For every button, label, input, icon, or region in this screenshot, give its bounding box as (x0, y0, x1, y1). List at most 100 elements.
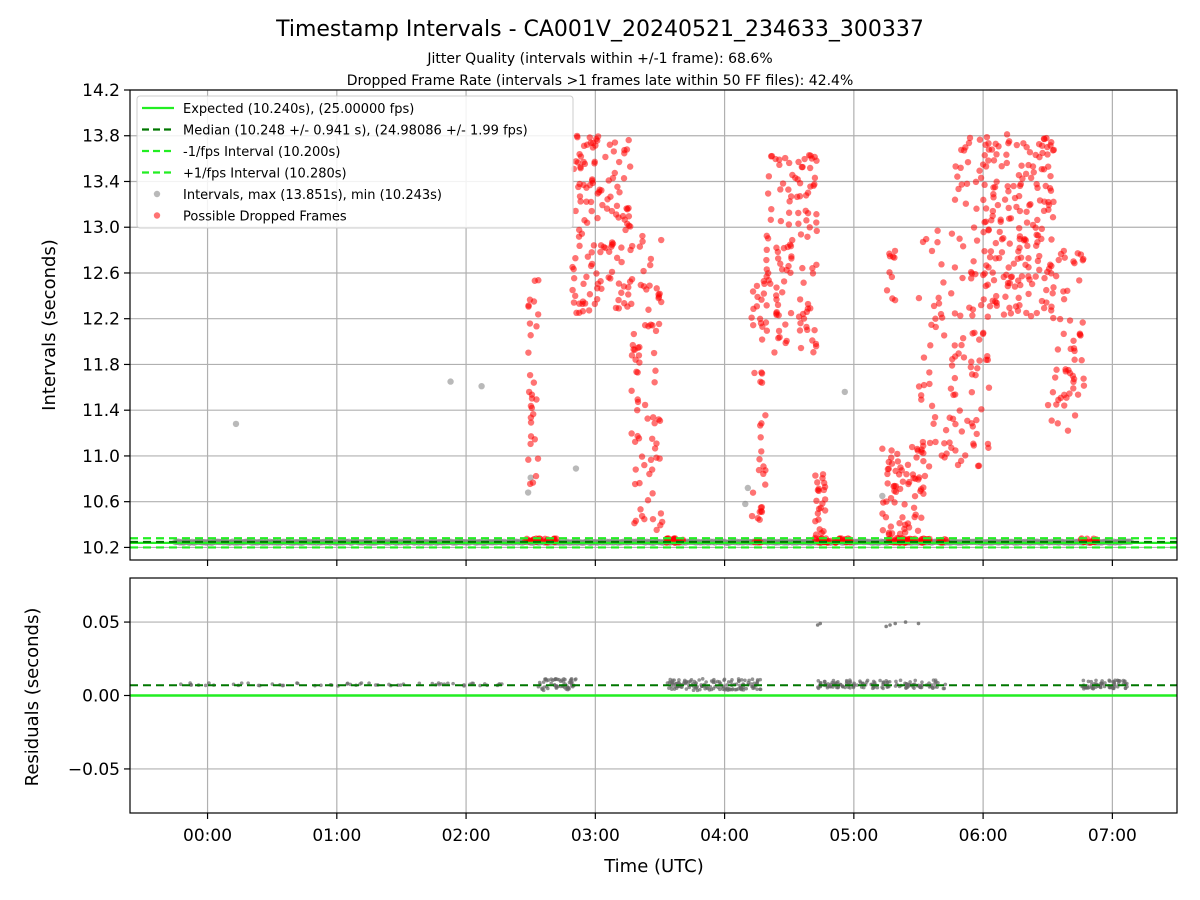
residual-point (574, 677, 578, 681)
dropped-frame-point (1003, 131, 1011, 138)
dropped-frame-point (787, 269, 794, 276)
residual-point (725, 683, 729, 687)
residual-point (726, 680, 731, 684)
dropped-frame-point (1038, 225, 1046, 233)
dropped-frame-point (879, 527, 887, 534)
dropped-frame-point (594, 214, 601, 222)
dropped-frame-point (888, 273, 896, 281)
dropped-frame-point (987, 248, 995, 255)
dropped-frame-point (1027, 312, 1035, 320)
dropped-frame-point (1003, 159, 1011, 167)
dropped-frame-point (940, 332, 948, 339)
dropped-frame-point (1010, 182, 1017, 190)
dropped-frame-point (1015, 248, 1022, 255)
residual-point (694, 681, 698, 685)
dropped-frame-point (1070, 258, 1077, 265)
residual-point (717, 680, 722, 684)
dropped-frame-point (583, 141, 591, 148)
residual-point (718, 687, 722, 692)
residual-point (672, 678, 676, 682)
dropped-frame-point (576, 150, 583, 158)
residual-point (566, 686, 570, 691)
dropped-frame-point (749, 321, 757, 329)
dropped-frame-point (612, 211, 620, 218)
dropped-frame-point (760, 470, 767, 478)
dropped-frame-point (614, 183, 621, 190)
dropped-frame-point (1042, 182, 1049, 190)
dropped-frame-point (970, 258, 977, 265)
dropped-frame-point (803, 217, 810, 224)
dropped-frame-point (1015, 224, 1023, 232)
dropped-frame-point (611, 139, 619, 146)
dropped-frame-point (765, 173, 773, 180)
dropped-frame-point (641, 461, 648, 469)
dropped-frame-point (1008, 273, 1016, 280)
dropped-frame-point (535, 277, 542, 284)
dropped-frame-point (927, 342, 934, 349)
residual-point (936, 680, 940, 685)
dropped-frame-point (576, 242, 583, 250)
dropped-frame-point (910, 504, 918, 511)
dropped-frame-point (647, 255, 655, 263)
interval-point (744, 484, 752, 492)
dropped-frame-point (980, 329, 987, 337)
dropped-frame-point (649, 515, 657, 523)
dropped-frame-point (985, 157, 992, 164)
dropped-frame-point (658, 236, 665, 244)
dropped-frame-point (646, 282, 653, 289)
legend-label: +1/fps Interval (10.280s) (183, 167, 347, 182)
residual-point (737, 679, 741, 683)
legend-box (136, 95, 574, 229)
dropped-frame-point (525, 456, 532, 463)
dropped-frame-point (1060, 296, 1068, 303)
dropped-frame-point (813, 227, 820, 235)
dropped-frame-point (1003, 151, 1010, 158)
dropped-frame-point (1034, 257, 1042, 265)
dropped-frame-point (813, 497, 820, 505)
dropped-frame-point (763, 273, 770, 280)
dropped-frame-point (972, 270, 979, 278)
dropped-frame-point (530, 298, 538, 305)
dropped-frame-point (529, 479, 537, 486)
dropped-frame-point (652, 327, 660, 335)
residual-point (446, 681, 450, 686)
residual-point (884, 624, 888, 629)
residual-point (816, 678, 821, 683)
residual-point (540, 687, 545, 692)
dropped-frame-point (804, 233, 811, 240)
dropped-frame-point (1034, 216, 1041, 224)
dropped-frame-point (806, 224, 813, 231)
dropped-frame-point (948, 290, 955, 297)
dropped-frame-point (624, 206, 631, 213)
dropped-frame-point (1040, 304, 1048, 312)
dropped-frame-point (934, 227, 941, 234)
residual-point (750, 677, 755, 682)
dropped-frame-point (995, 254, 1003, 262)
dropped-frame-point (1005, 138, 1013, 145)
dropped-frame-point (989, 207, 997, 215)
dropped-frame-point (640, 283, 648, 290)
dropped-frame-point (773, 284, 780, 291)
dropped-frame-point (1002, 293, 1009, 300)
dropped-frame-point (1006, 279, 1013, 287)
dropped-frame-point (983, 133, 991, 141)
y-tick-label: 14.2 (82, 81, 120, 101)
residual-point (872, 680, 877, 685)
dropped-frame-point (777, 217, 785, 225)
residual-point (546, 678, 551, 682)
dropped-frame-point (763, 302, 770, 309)
dropped-frame-point (589, 139, 597, 147)
dropped-frame-point (892, 488, 900, 496)
residual-point (668, 677, 673, 682)
dropped-frame-point (1053, 366, 1060, 373)
residual-point (906, 682, 910, 687)
dropped-frame-point (967, 275, 975, 282)
y-tick-label: 10.6 (82, 493, 120, 513)
dropped-frame-point (655, 416, 662, 423)
dropped-frame-point (992, 292, 1000, 300)
residuals-y-axis-label: Residuals (seconds) (22, 608, 43, 787)
dropped-frame-point (911, 492, 919, 500)
dropped-frame-point (935, 294, 942, 302)
dropped-frame-point (640, 267, 647, 275)
dropped-frame-point (767, 280, 774, 287)
